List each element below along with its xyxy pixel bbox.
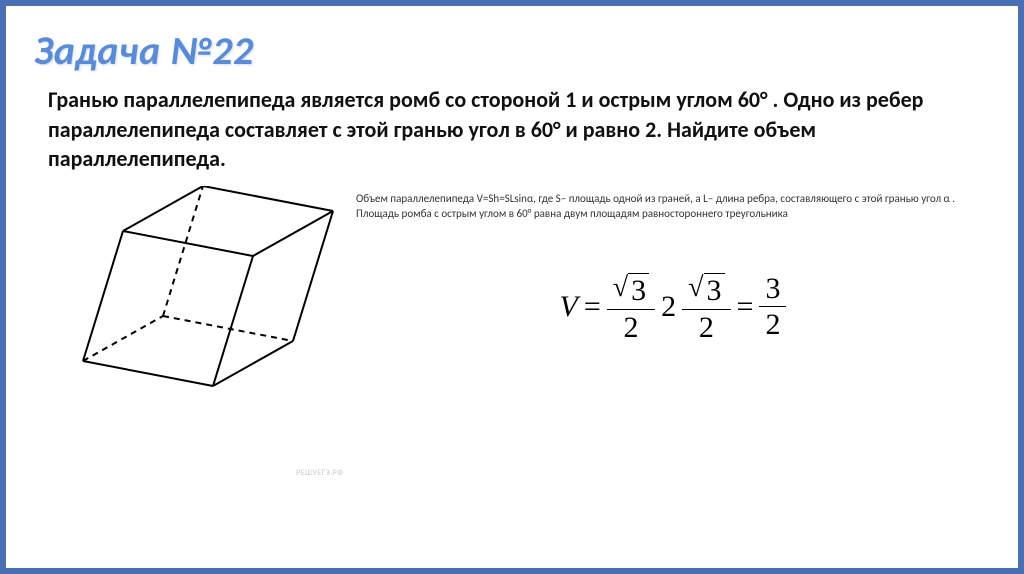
fraction-2: √3 2 — [682, 270, 730, 344]
volume-formula: V = √3 2 2 √3 — [560, 270, 787, 344]
solution-column: Объем параллелепипеда V=Sh=SLsinα, где S… — [356, 186, 990, 343]
watermark-text: РЕШУЕГЭ.РФ — [296, 468, 344, 478]
slide-title: Задача №22 — [34, 26, 990, 75]
equals-sign-2: = — [737, 290, 754, 324]
slide-frame: Задача №22 Гранью параллелепипеда являет… — [0, 0, 1024, 574]
fraction-1: √3 2 — [607, 270, 655, 344]
formula-block: V = √3 2 2 √3 — [356, 270, 990, 344]
middle-factor: 2 — [661, 290, 676, 324]
sqrt-1: √3 — [613, 273, 649, 307]
explanation-text: Объем параллелепипеда V=Sh=SLsinα, где S… — [356, 192, 990, 222]
problem-text: Гранью параллелепипеда является ромб со … — [34, 85, 990, 174]
content-row: Объем параллелепипеда V=Sh=SLsinα, где S… — [34, 186, 990, 486]
sqrt-2: √3 — [688, 273, 724, 307]
equals-sign: = — [584, 290, 601, 324]
parallelepiped-diagram — [48, 186, 348, 486]
formula-lhs: V — [560, 290, 578, 324]
fraction-result: 3 2 — [759, 273, 786, 341]
